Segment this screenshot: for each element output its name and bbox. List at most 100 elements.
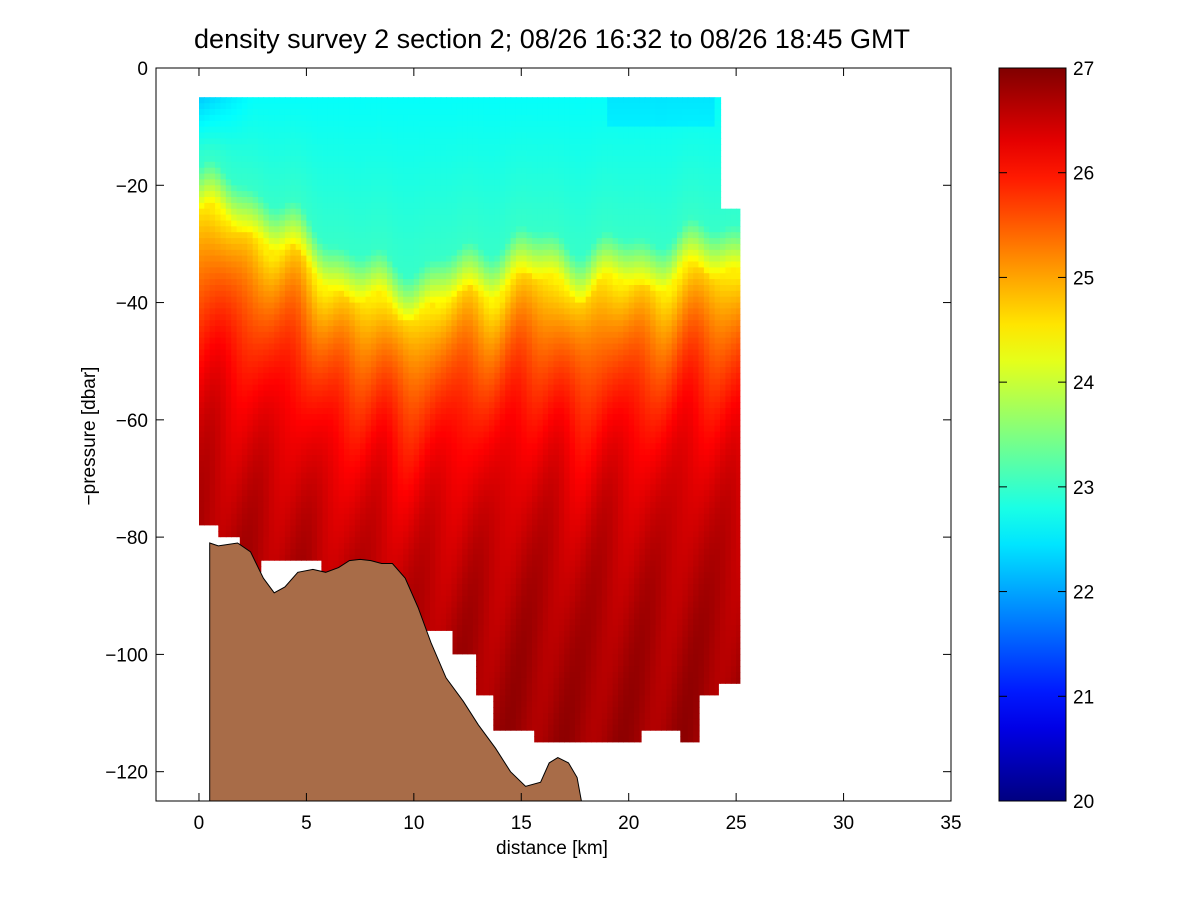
- field-cell: [403, 285, 410, 292]
- field-cell: [376, 513, 383, 521]
- field-cell: [290, 484, 297, 491]
- field-cell: [424, 595, 431, 603]
- field-cell: [241, 337, 248, 345]
- field-cell: [258, 197, 265, 204]
- field-cell: [392, 525, 399, 532]
- field-cell: [349, 484, 356, 491]
- field-cell: [247, 114, 254, 122]
- field-cell: [322, 220, 329, 227]
- field-cell: [322, 355, 329, 362]
- field-cell: [381, 548, 388, 556]
- field-cell: [231, 455, 238, 462]
- field-cell: [397, 460, 404, 468]
- field-cell: [220, 150, 227, 157]
- field-cell: [403, 156, 410, 163]
- field-cell: [430, 191, 436, 198]
- field-cell: [349, 320, 356, 327]
- field-cell: [236, 337, 243, 345]
- field-cell: [236, 290, 243, 298]
- field-cell: [376, 402, 383, 409]
- field-cell: [215, 484, 222, 491]
- field-cell: [327, 543, 334, 550]
- field-cell: [231, 372, 238, 380]
- field-cell: [338, 331, 345, 339]
- field-cell: [252, 431, 259, 439]
- field-cell: [236, 103, 243, 110]
- field-cell: [252, 273, 259, 280]
- field-cell: [252, 425, 259, 433]
- field-cell: [241, 513, 248, 521]
- field-cell: [268, 513, 275, 521]
- field-cell: [333, 414, 340, 421]
- field-cell: [344, 543, 350, 550]
- field-cell: [225, 208, 232, 216]
- field-cell: [258, 173, 265, 181]
- field-cell: [322, 484, 329, 491]
- field-cell: [252, 501, 259, 509]
- field-cell: [419, 402, 426, 409]
- field-cell: [241, 496, 248, 503]
- field-cell: [284, 367, 291, 374]
- field-cell: [306, 185, 313, 192]
- field-cell: [317, 161, 324, 169]
- field-cell: [387, 185, 393, 192]
- field-cell: [306, 197, 313, 204]
- field-cell: [268, 466, 275, 474]
- field-cell: [435, 337, 442, 345]
- field-cell: [376, 343, 383, 351]
- field-cell: [381, 472, 388, 480]
- field-cell: [241, 484, 248, 491]
- field-cell: [338, 372, 345, 380]
- field-cell: [408, 554, 415, 562]
- field-cell: [322, 314, 329, 321]
- field-cell: [333, 431, 340, 439]
- field-cell: [376, 408, 383, 415]
- field-cell: [430, 437, 436, 444]
- field-cell: [220, 273, 227, 280]
- field-cell: [408, 466, 415, 474]
- field-cell: [247, 431, 254, 439]
- field-cell: [413, 572, 420, 579]
- field-cell: [268, 226, 275, 233]
- field-cell: [376, 191, 383, 198]
- field-cell: [424, 343, 431, 351]
- field-cell: [295, 337, 302, 345]
- field-cell: [317, 378, 324, 386]
- field-cell: [419, 279, 426, 286]
- field-cell: [284, 302, 291, 310]
- field-cell: [284, 449, 291, 456]
- field-cell: [424, 243, 431, 251]
- field-cell: [365, 173, 372, 181]
- field-cell: [354, 138, 361, 145]
- field-cell: [209, 519, 216, 526]
- field-cell: [322, 437, 329, 444]
- field-cell: [387, 243, 393, 251]
- field-cell: [413, 584, 420, 591]
- field-cell: [408, 173, 415, 181]
- field-cell: [333, 496, 340, 503]
- field-cell: [370, 349, 377, 356]
- field-cell: [199, 501, 205, 509]
- field-cell: [403, 460, 410, 468]
- field-cell: [231, 519, 238, 526]
- field-cell: [295, 138, 302, 145]
- field-cell: [236, 519, 243, 526]
- field-cell: [392, 273, 399, 280]
- field-cell: [430, 220, 436, 227]
- field-cell: [295, 472, 302, 480]
- field-cell: [370, 402, 377, 409]
- field-cell: [430, 466, 436, 474]
- field-cell: [338, 126, 345, 134]
- field-cell: [370, 484, 377, 491]
- field-cell: [403, 513, 410, 521]
- field-cell: [370, 548, 377, 556]
- field-cell: [317, 519, 324, 526]
- field-cell: [204, 507, 211, 515]
- field-cell: [397, 496, 404, 503]
- field-cell: [387, 144, 393, 151]
- field-cell: [408, 267, 415, 274]
- field-cell: [225, 443, 232, 450]
- field-cell: [403, 279, 410, 286]
- field-cell: [279, 490, 286, 497]
- field-cell: [209, 179, 216, 186]
